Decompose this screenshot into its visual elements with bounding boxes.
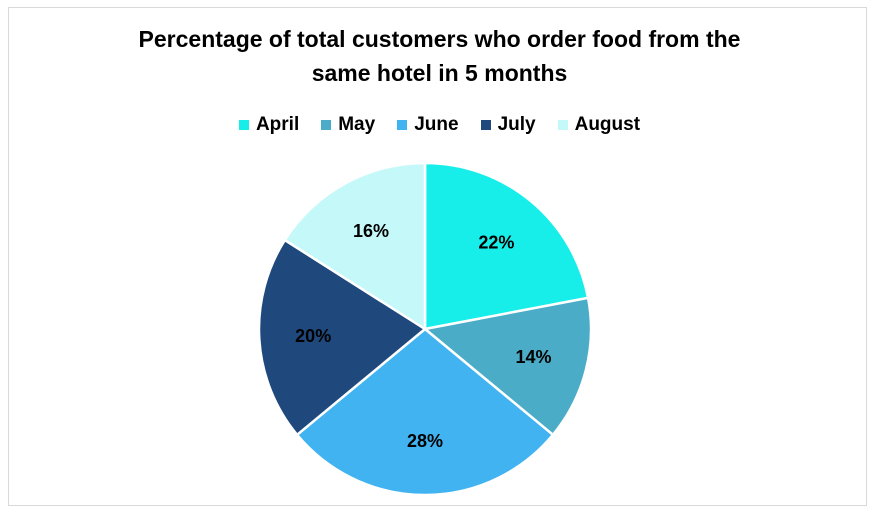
- pie-data-labels: 22% 14% 28% 20% 16%: [295, 221, 551, 451]
- legend-swatch-june: [397, 120, 408, 130]
- legend-swatch-july: [480, 120, 491, 130]
- legend-swatch-april: [238, 120, 249, 130]
- data-label-may: 14%: [515, 347, 551, 367]
- legend-label-august: August: [574, 114, 641, 135]
- legend-swatch-august: [557, 120, 568, 130]
- legend-label-june: June: [414, 114, 459, 135]
- pie-slice-august: [283, 161, 427, 331]
- legend-label-may: May: [338, 114, 376, 135]
- legend-label-july: July: [497, 114, 536, 135]
- legend-item-july: July: [480, 114, 536, 136]
- legend-item-april: April: [238, 114, 300, 136]
- pie-slices: [257, 161, 593, 497]
- pie-slice-may: [423, 296, 593, 437]
- legend: April May June July August: [0, 114, 879, 136]
- legend-swatch-may: [321, 120, 332, 130]
- chart-title-line-1: Percentage of total customers who order …: [138, 26, 741, 52]
- legend-item-june: June: [397, 114, 459, 136]
- legend-item-august: August: [557, 114, 641, 136]
- pie-slice-june: [295, 327, 555, 497]
- chart-title: Percentage of total customers who order …: [0, 22, 879, 90]
- data-label-august: 16%: [353, 221, 389, 241]
- legend-label-april: April: [255, 114, 300, 135]
- pie-slice-july: [257, 238, 427, 437]
- data-label-april: 22%: [478, 233, 514, 253]
- chart-title-line-2: same hotel in 5 months: [311, 60, 568, 86]
- data-label-july: 20%: [295, 326, 331, 346]
- legend-item-may: May: [321, 114, 375, 136]
- pie-slice-april: [423, 161, 590, 331]
- data-label-june: 28%: [407, 431, 443, 451]
